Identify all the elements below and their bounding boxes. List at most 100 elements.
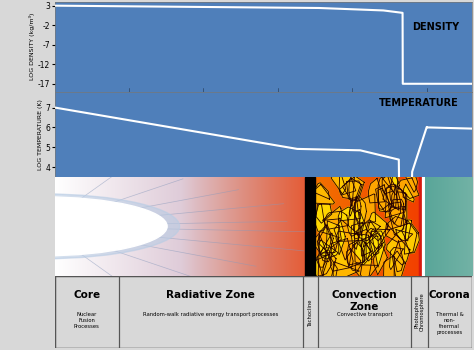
Polygon shape [366, 212, 388, 241]
Polygon shape [315, 254, 330, 280]
Polygon shape [396, 230, 413, 241]
Text: Tachocline: Tachocline [308, 298, 313, 326]
Polygon shape [342, 176, 364, 201]
Polygon shape [392, 251, 405, 287]
Polygon shape [404, 171, 418, 192]
Polygon shape [346, 249, 361, 268]
Text: Corona: Corona [429, 290, 471, 300]
Polygon shape [347, 204, 359, 236]
Polygon shape [388, 216, 408, 230]
Polygon shape [320, 233, 333, 256]
Polygon shape [318, 235, 332, 276]
Polygon shape [315, 204, 325, 231]
Polygon shape [405, 220, 417, 253]
Y-axis label: LOG DENSITY (kg/m³): LOG DENSITY (kg/m³) [29, 13, 35, 80]
Polygon shape [371, 231, 385, 267]
Polygon shape [346, 181, 361, 200]
Polygon shape [393, 241, 403, 272]
Polygon shape [323, 251, 337, 286]
Polygon shape [374, 243, 387, 275]
Polygon shape [312, 184, 335, 204]
Circle shape [0, 194, 180, 259]
Text: Photosphere
Chromosphere: Photosphere Chromosphere [414, 293, 425, 331]
Polygon shape [327, 221, 341, 248]
Polygon shape [354, 196, 361, 239]
Polygon shape [317, 250, 336, 284]
Polygon shape [331, 173, 346, 194]
Polygon shape [346, 240, 365, 271]
Polygon shape [404, 223, 419, 254]
Polygon shape [349, 243, 365, 265]
Polygon shape [313, 183, 329, 199]
Polygon shape [339, 169, 356, 195]
Polygon shape [369, 236, 379, 255]
Bar [305, 177, 315, 275]
Polygon shape [402, 220, 411, 241]
Polygon shape [339, 178, 362, 200]
Polygon shape [390, 247, 403, 270]
Polygon shape [403, 184, 414, 202]
Polygon shape [360, 242, 372, 279]
Polygon shape [382, 174, 392, 194]
Polygon shape [378, 173, 395, 212]
Bar [119, 275, 303, 348]
Polygon shape [330, 239, 353, 271]
Polygon shape [370, 229, 390, 249]
Bar [428, 275, 472, 348]
Bar [411, 275, 428, 348]
Polygon shape [361, 240, 372, 256]
Polygon shape [334, 220, 358, 260]
Polygon shape [322, 206, 342, 220]
Polygon shape [397, 178, 419, 198]
Polygon shape [355, 194, 375, 224]
Polygon shape [317, 225, 331, 252]
Polygon shape [314, 232, 339, 253]
Polygon shape [385, 186, 406, 218]
Polygon shape [318, 225, 335, 262]
Text: TEMPERATURE: TEMPERATURE [379, 98, 459, 108]
Polygon shape [390, 206, 404, 226]
Polygon shape [366, 228, 382, 261]
Polygon shape [349, 171, 355, 206]
Text: Convective transport: Convective transport [337, 312, 392, 317]
Polygon shape [333, 262, 359, 282]
Polygon shape [363, 220, 376, 247]
Polygon shape [354, 233, 371, 265]
Polygon shape [338, 207, 360, 221]
Polygon shape [354, 210, 367, 234]
Circle shape [0, 197, 167, 256]
Bar [318, 275, 411, 348]
Polygon shape [368, 178, 385, 203]
Polygon shape [385, 224, 402, 242]
Polygon shape [356, 196, 366, 235]
Text: Convection
Zone: Convection Zone [332, 290, 398, 312]
Text: Random-walk radiative energy transport processes: Random-walk radiative energy transport p… [143, 312, 279, 317]
Polygon shape [316, 204, 332, 223]
Polygon shape [336, 231, 362, 241]
Text: Core: Core [73, 290, 100, 300]
Bar [55, 275, 119, 348]
Polygon shape [388, 202, 401, 224]
Polygon shape [318, 240, 338, 259]
Polygon shape [316, 247, 326, 267]
Polygon shape [383, 256, 394, 285]
X-axis label: DISTANCE FROM SUN CENTER (SOLAR RADII): DISTANCE FROM SUN CENTER (SOLAR RADII) [189, 192, 337, 198]
Polygon shape [361, 233, 383, 262]
Polygon shape [324, 211, 349, 229]
Polygon shape [383, 184, 399, 210]
Text: Nuclear
Fusion
Processes: Nuclear Fusion Processes [74, 312, 100, 329]
Polygon shape [389, 199, 404, 235]
Bar [303, 275, 318, 348]
Polygon shape [382, 175, 399, 195]
Polygon shape [398, 192, 407, 223]
Text: DENSITY: DENSITY [412, 21, 459, 31]
Polygon shape [356, 220, 380, 241]
Polygon shape [390, 170, 398, 209]
Polygon shape [338, 218, 345, 254]
Polygon shape [386, 234, 410, 265]
Text: Thermal &
non-
thermal
processes: Thermal & non- thermal processes [436, 312, 464, 336]
Y-axis label: LOG TEMPERATURE (K): LOG TEMPERATURE (K) [38, 99, 43, 170]
Polygon shape [392, 186, 405, 210]
Polygon shape [355, 265, 378, 279]
Polygon shape [349, 198, 357, 216]
